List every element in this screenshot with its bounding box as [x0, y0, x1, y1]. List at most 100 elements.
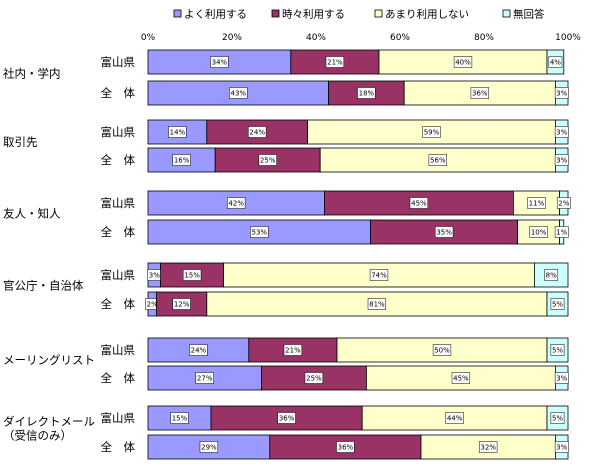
group-3: 官公庁・自治体 富山県 3% 15% 74% 8% 全 体 2% 12% 81% 5% [3, 262, 569, 317]
svg-text:15%: 15% [172, 415, 188, 423]
legend-swatch-3 [502, 9, 511, 18]
data-label: 24% [189, 344, 208, 356]
data-label: 3% [554, 126, 569, 138]
x-tick-label-5: 100% [555, 33, 581, 43]
row-label: 全 体 [101, 225, 136, 239]
bar-row: 全 体 27% 25% 45% 3% [101, 365, 569, 391]
row-label: 全 体 [101, 86, 136, 100]
svg-text:24%: 24% [191, 347, 207, 355]
bar-row: 富山県 15% 36% 44% 5% [101, 405, 569, 431]
group-label: メーリングリスト [3, 353, 95, 367]
legend-swatch-0 [173, 9, 182, 18]
svg-text:12%: 12% [174, 301, 190, 309]
data-label: 42% [227, 197, 246, 209]
group-0: 社内・学内 富山県 34% 21% 40% 4% 全 体 43% 18% 36% 3% [3, 49, 569, 106]
svg-text:50%: 50% [434, 347, 450, 355]
x-tick-label-2: 40% [306, 33, 326, 43]
data-label: 32% [479, 441, 498, 453]
svg-text:24%: 24% [249, 129, 265, 137]
legend-label-1: 時々利用する [282, 9, 345, 21]
group-5: ダイレクトメール（受信のみ） 富山県 15% 36% 44% 5% 全 体 29% 36% 32%… [3, 405, 569, 460]
svg-text:3%: 3% [149, 272, 160, 280]
data-label: 25% [258, 154, 277, 166]
svg-text:5%: 5% [552, 301, 563, 309]
svg-text:3%: 3% [556, 129, 567, 137]
svg-text:45%: 45% [411, 200, 427, 208]
bar-segment-2 [223, 262, 535, 288]
svg-text:18%: 18% [359, 90, 375, 98]
x-tick-label-3: 60% [390, 33, 410, 43]
data-label: 35% [434, 226, 454, 238]
svg-text:5%: 5% [552, 415, 563, 423]
svg-text:36%: 36% [279, 415, 295, 423]
svg-text:10%: 10% [531, 229, 547, 237]
row-label: 富山県 [101, 55, 136, 69]
svg-text:35%: 35% [436, 229, 452, 237]
bar-row: 富山県 24% 21% 50% 5% [101, 337, 569, 363]
data-label: 59% [422, 126, 441, 138]
svg-text:81%: 81% [369, 301, 385, 309]
data-label: 3% [554, 441, 569, 453]
data-label: 45% [409, 197, 429, 209]
data-label: 4% [548, 56, 563, 68]
row-label: 全 体 [101, 297, 136, 311]
bar-segment-1 [290, 49, 380, 75]
svg-text:2%: 2% [147, 301, 158, 309]
group-label: 取引先 [3, 135, 38, 149]
svg-text:42%: 42% [228, 200, 244, 208]
data-label: 8% [544, 269, 559, 281]
data-label: 12% [172, 298, 191, 310]
data-label: 36% [336, 441, 355, 453]
svg-text:21%: 21% [327, 59, 343, 67]
data-label: 44% [445, 412, 464, 424]
svg-text:21%: 21% [285, 347, 301, 355]
data-label: 16% [172, 154, 191, 166]
svg-text:45%: 45% [453, 375, 469, 383]
group-label: 友人・知人 [3, 207, 61, 221]
svg-text:14%: 14% [170, 129, 186, 137]
group-label: 社内・学内 [3, 67, 61, 81]
group-label: ダイレクトメール（受信のみ） [3, 415, 95, 443]
svg-text:29%: 29% [201, 444, 217, 452]
svg-text:8%: 8% [546, 272, 557, 280]
row-label: 富山県 [101, 343, 136, 357]
data-label: 15% [170, 412, 189, 424]
svg-text:3%: 3% [556, 157, 567, 165]
data-label: 43% [229, 87, 248, 99]
data-label: 5% [550, 344, 565, 356]
data-label: 27% [195, 372, 214, 384]
group-2: 友人・知人 富山県 42% 45% 11% 2% 全 体 53% 35% 10% 1% [3, 190, 571, 245]
group-1: 取引先 富山県 14% 24% 59% 3% 全 体 16% 25% 56% 3% [3, 119, 569, 173]
bar-row: 全 体 53% 35% 10% 1% [101, 219, 569, 245]
svg-text:11%: 11% [529, 200, 545, 208]
legend-label-2: あまり利用しない [385, 9, 469, 21]
data-label: 21% [325, 56, 345, 68]
svg-text:1%: 1% [556, 229, 567, 237]
svg-text:56%: 56% [430, 157, 446, 165]
row-label: 全 体 [101, 153, 136, 167]
row-label: 富山県 [101, 411, 136, 425]
bar-row: 全 体 43% 18% 36% 3% [101, 80, 569, 106]
data-label: 2% [556, 197, 571, 209]
svg-text:3%: 3% [556, 90, 567, 98]
row-label: 富山県 [101, 268, 136, 282]
data-label: 21% [283, 344, 303, 356]
svg-text:74%: 74% [371, 272, 387, 280]
svg-text:36%: 36% [472, 90, 488, 98]
svg-text:4%: 4% [550, 59, 561, 67]
data-label: 36% [470, 87, 489, 99]
row-label: 富山県 [101, 125, 136, 139]
row-label: 富山県 [101, 196, 136, 210]
svg-text:32%: 32% [480, 444, 496, 452]
bar-row: 富山県 34% 21% 40% 4% [101, 49, 565, 75]
svg-text:25%: 25% [306, 375, 322, 383]
data-label: 25% [304, 372, 324, 384]
legend-label-3: 無回答 [513, 8, 545, 21]
x-tick-label-1: 20% [222, 33, 242, 43]
data-label: 50% [432, 344, 452, 356]
data-label: 3% [554, 372, 569, 384]
data-label: 53% [250, 226, 269, 238]
legend-swatch-2 [374, 9, 383, 18]
